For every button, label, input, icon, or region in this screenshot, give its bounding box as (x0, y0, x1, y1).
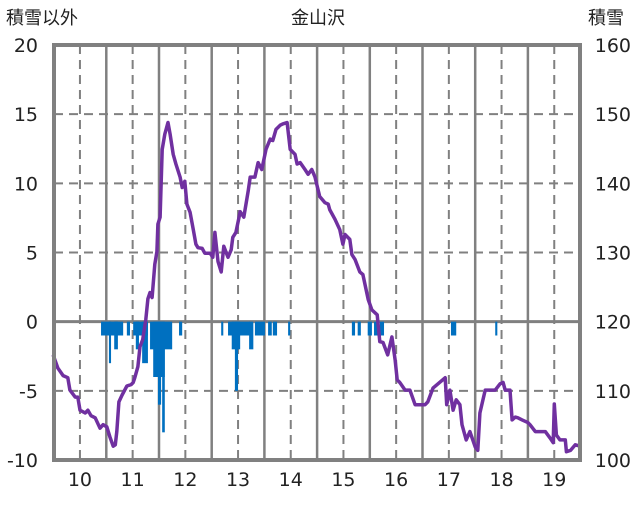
x-tick-label: 16 (384, 469, 408, 491)
bar (288, 321, 291, 336)
bar-series (101, 321, 498, 433)
bar (357, 321, 361, 336)
line-series (51, 120, 581, 454)
bar (268, 321, 272, 336)
right-tick-label: 120 (595, 312, 631, 334)
bar (126, 321, 131, 336)
bar (450, 321, 457, 336)
x-tick-label: 19 (542, 469, 566, 491)
left-axis-label: 積雪以外 (6, 8, 78, 29)
bar (351, 321, 356, 336)
x-tick-label: 14 (279, 469, 303, 491)
x-tick-label: 13 (226, 469, 250, 491)
left-tick-label: 5 (26, 243, 38, 265)
x-tick-label: 18 (489, 469, 513, 491)
bar (367, 321, 372, 336)
x-tick-label: 15 (331, 469, 355, 491)
bar (379, 321, 385, 336)
left-tick-label: -10 (7, 450, 38, 472)
x-tick-label: 12 (173, 469, 197, 491)
right-tick-label: 160 (595, 35, 631, 57)
bar (249, 321, 254, 350)
left-tick-label: 20 (14, 35, 38, 57)
left-tick-label: 15 (14, 104, 38, 126)
gridlines (54, 44, 580, 461)
x-tick-label: 17 (437, 469, 461, 491)
right-axis-label: 積雪 (588, 8, 624, 29)
bar (272, 321, 278, 336)
bar (101, 321, 124, 336)
left-tick-label: -5 (19, 381, 38, 403)
right-tick-label: 100 (595, 450, 631, 472)
bar (142, 321, 148, 364)
x-tick-label: 11 (121, 469, 145, 491)
left-tick-label: 0 (26, 312, 38, 334)
bar (162, 321, 165, 433)
bar (254, 321, 265, 336)
bar (179, 321, 183, 336)
plot-frame (52, 43, 582, 462)
bar (135, 321, 139, 350)
bar (108, 321, 112, 364)
left-tick-label: 10 (14, 173, 38, 195)
chart-title: 金山沢 (291, 8, 345, 29)
bar (495, 321, 498, 336)
right-tick-label: 130 (595, 243, 631, 265)
x-tick-label: 10 (68, 469, 92, 491)
tick-labels: 20 160 15 150 10 140 5 130 0 120 -5 110 -10 100 10 11 12… (7, 35, 631, 491)
right-tick-label: 110 (595, 381, 631, 403)
snow-depth-line (51, 120, 581, 454)
right-tick-label: 150 (595, 104, 631, 126)
bar (221, 321, 224, 336)
bar (234, 321, 239, 391)
bar (374, 321, 379, 336)
bar (157, 321, 162, 405)
bar (114, 321, 118, 350)
right-tick-label: 140 (595, 173, 631, 195)
